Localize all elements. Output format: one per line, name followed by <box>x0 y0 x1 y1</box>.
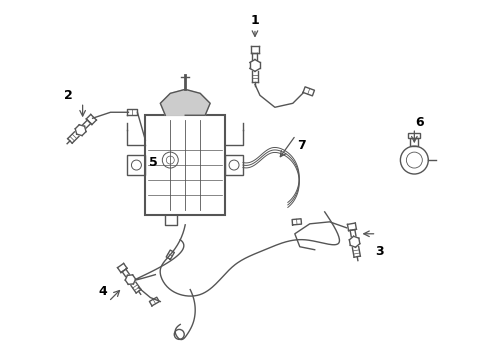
Bar <box>224 155 243 175</box>
Text: 7: 7 <box>297 139 305 152</box>
Polygon shape <box>160 89 210 115</box>
Bar <box>127 155 145 175</box>
Text: 1: 1 <box>250 14 259 27</box>
Text: 4: 4 <box>98 285 107 298</box>
Text: 3: 3 <box>374 245 383 258</box>
Bar <box>409 138 417 146</box>
Bar <box>145 115 224 215</box>
Bar <box>407 133 420 138</box>
Text: 2: 2 <box>64 89 73 102</box>
Text: 6: 6 <box>414 116 423 129</box>
Text: 5: 5 <box>149 156 158 168</box>
